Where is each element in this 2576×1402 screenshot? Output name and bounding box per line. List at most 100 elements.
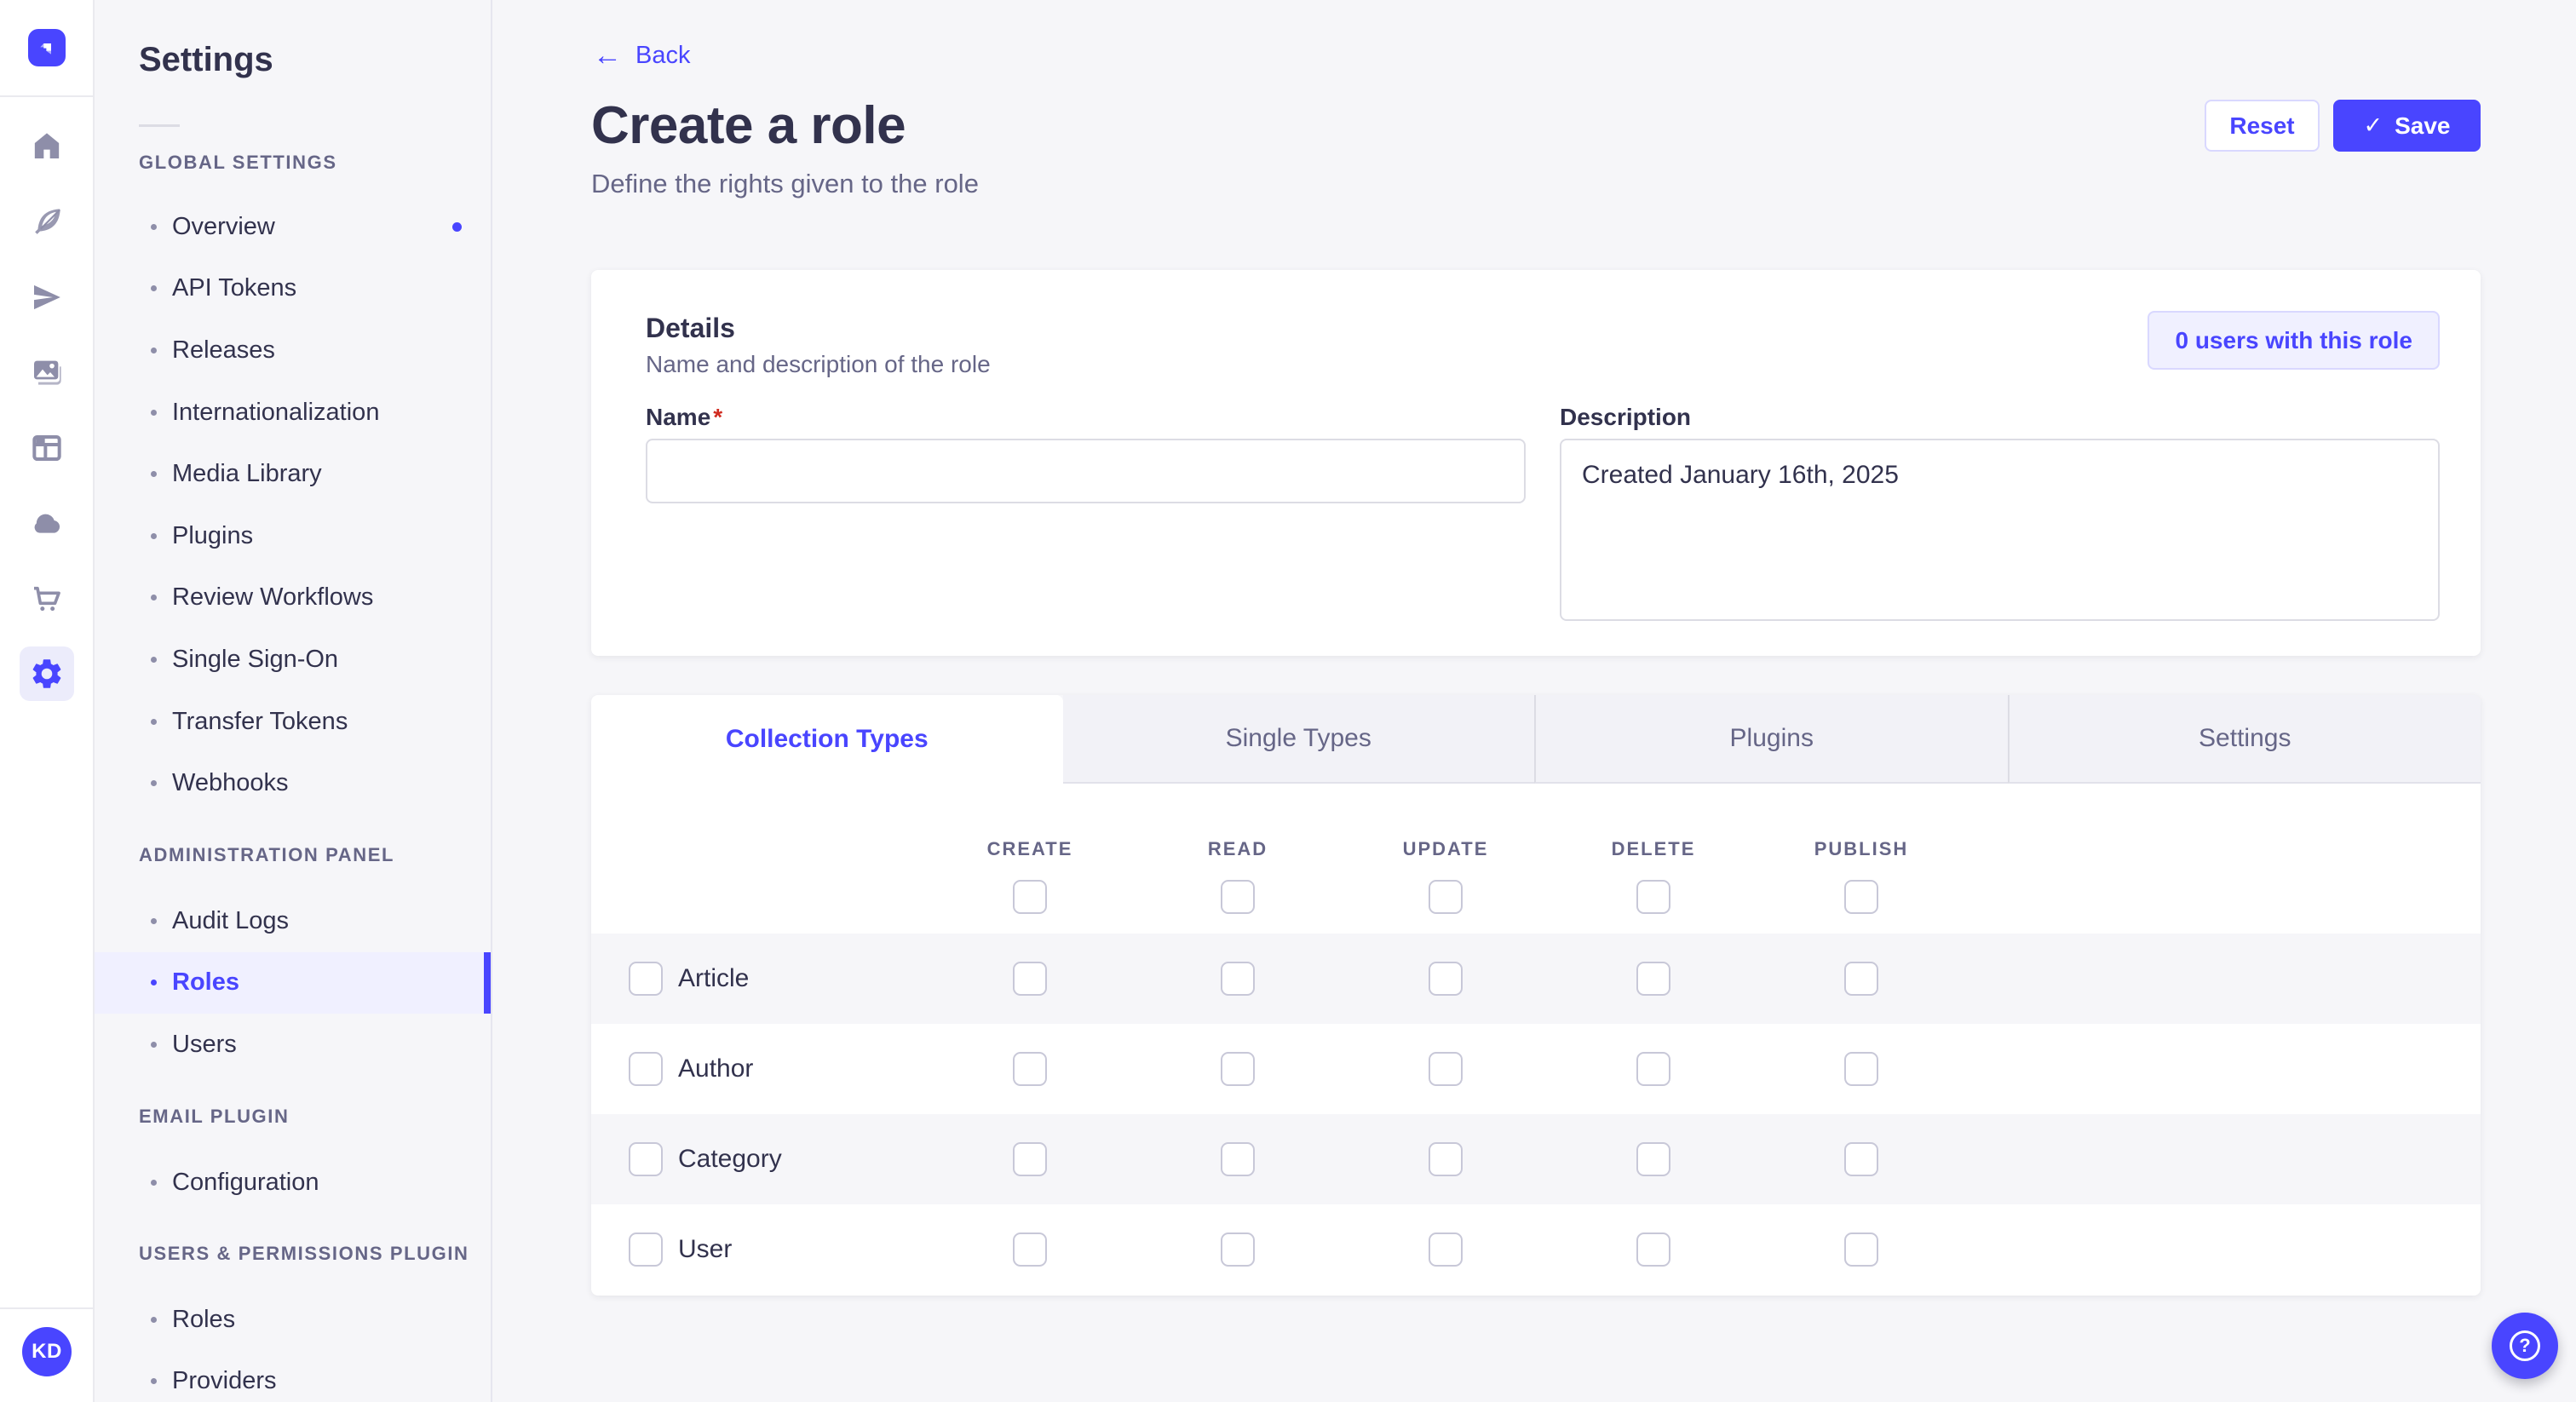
page-subtitle: Define the rights given to the role [591,169,979,198]
checkbox-select-all-read[interactable] [1221,880,1255,914]
sidebar-item-single-sign-on[interactable]: Single Sign-On [95,629,491,691]
bullet-icon [151,780,157,787]
checkbox-select-all-update[interactable] [1429,880,1463,914]
tab-settings[interactable]: Settings [2007,695,2481,784]
sidebar-item-internationalization[interactable]: Internationalization [95,382,491,444]
checkbox-select-row-author[interactable] [629,1052,663,1086]
tab-single-types[interactable]: Single Types [1062,695,1534,784]
section-users-permissions-plugin: USERS & PERMISSIONS PLUGIN Roles Provide… [95,1243,491,1402]
sidebar-item-audit-logs[interactable]: Audit Logs [95,890,491,952]
sidebar-item-users[interactable]: Users [95,1014,491,1076]
checkbox-category-create[interactable] [1013,1142,1047,1176]
sidebar-item-review-workflows[interactable]: Review Workflows [95,567,491,629]
sidebar-item-up-roles[interactable]: Roles [95,1289,491,1351]
section-header: EMAIL PLUGIN [139,1106,290,1127]
reset-button[interactable]: Reset [2205,100,2320,152]
name-field-group: Name * [646,403,1526,625]
sidebar-item-label: Providers [172,1367,277,1395]
paper-plane-icon[interactable] [30,280,64,314]
sidebar-item-label: Roles [172,1305,236,1333]
user-avatar[interactable]: KD [22,1327,72,1376]
sidebar-item-label: Releases [172,336,275,364]
checkbox-article-create[interactable] [1013,962,1047,996]
checkbox-author-read[interactable] [1221,1052,1255,1086]
checkbox-user-update[interactable] [1429,1232,1463,1267]
checkbox-category-update[interactable] [1429,1142,1463,1176]
sidebar-title: Settings [139,41,273,78]
sidebar-item-overview[interactable]: Overview [95,196,491,258]
checkbox-article-read[interactable] [1221,962,1255,996]
checkbox-category-publish[interactable] [1844,1142,1878,1176]
bullet-icon [151,595,157,601]
checkbox-author-delete[interactable] [1636,1052,1670,1086]
sidebar-item-label: Configuration [172,1168,319,1196]
sidebar-item-configuration[interactable]: Configuration [95,1152,491,1214]
checkbox-select-all-publish[interactable] [1844,880,1878,914]
column-header-read: READ [1207,838,1268,859]
checkbox-author-create[interactable] [1013,1052,1047,1086]
checkbox-select-row-article[interactable] [629,962,663,996]
strapi-logo[interactable] [28,29,66,66]
section-header: ADMINISTRATION PANEL [139,844,395,865]
page-title: Create a role [591,96,906,155]
checkbox-user-create[interactable] [1013,1232,1047,1267]
checkbox-select-all-create[interactable] [1013,880,1047,914]
bullet-icon [151,1041,157,1048]
sidebar-item-plugins[interactable]: Plugins [95,505,491,567]
sidebar-item-webhooks[interactable]: Webhooks [95,752,491,814]
sidebar-item-api-tokens[interactable]: API Tokens [95,258,491,320]
sidebar-item-releases[interactable]: Releases [95,319,491,382]
sidebar-item-media-library[interactable]: Media Library [95,443,491,505]
users-with-role-button[interactable]: 0 users with this role [2148,311,2440,370]
sidebar-item-label: API Tokens [172,274,297,302]
checkbox-category-delete[interactable] [1636,1142,1670,1176]
sidebar-item-transfer-tokens[interactable]: Transfer Tokens [95,691,491,753]
checkbox-user-publish[interactable] [1844,1232,1878,1267]
row-label: Author [678,1054,754,1083]
checkbox-select-row-user[interactable] [629,1232,663,1267]
media-library-icon[interactable] [30,355,64,389]
feather-icon[interactable] [30,204,64,238]
table-row-article: Article [591,934,2481,1024]
checkbox-select-row-category[interactable] [629,1142,663,1176]
checkbox-article-delete[interactable] [1636,962,1670,996]
checkbox-author-update[interactable] [1429,1052,1463,1086]
required-asterisk: * [713,404,723,430]
tab-plugins[interactable]: Plugins [1534,695,2008,784]
checkbox-user-read[interactable] [1221,1232,1255,1267]
header-actions: Reset ✓ Save [2205,100,2481,152]
checkbox-category-read[interactable] [1221,1142,1255,1176]
layout-icon[interactable] [30,431,64,465]
save-button[interactable]: ✓ Save [2333,100,2481,152]
section-global-settings: GLOBAL SETTINGS Overview API Tokens Rele… [95,152,491,814]
sidebar-item-providers[interactable]: Providers [95,1351,491,1402]
strapi-logo-mark [40,43,51,55]
checkbox-article-update[interactable] [1429,962,1463,996]
checkbox-article-publish[interactable] [1844,962,1878,996]
row-label: User [678,1235,733,1263]
cloud-icon[interactable] [30,506,64,540]
column-header-publish: PUBLISH [1814,838,1909,859]
home-icon[interactable] [30,129,64,163]
details-title: Details [646,313,735,343]
column-header-update: UPDATE [1402,838,1489,859]
select-all-row [591,860,2481,934]
role-description-textarea[interactable]: Created January 16th, 2025 [1560,439,2440,621]
checkbox-user-delete[interactable] [1636,1232,1670,1267]
back-link[interactable]: ← Back [593,41,690,70]
checkbox-select-all-delete[interactable] [1636,880,1670,914]
role-name-input[interactable] [646,439,1526,503]
bullet-icon [151,1316,157,1323]
back-label: Back [635,41,691,69]
bullet-icon [151,980,157,986]
column-header-delete: DELETE [1611,838,1696,859]
settings-gear-icon[interactable] [20,646,74,701]
help-button[interactable]: ? [2492,1313,2558,1379]
section-header: USERS & PERMISSIONS PLUGIN [139,1243,469,1264]
tab-collection-types[interactable]: Collection Types [591,695,1063,784]
marketplace-cart-icon[interactable] [30,582,64,616]
sidebar-item-roles-active[interactable]: Roles [95,951,491,1014]
sidebar-title-divider [139,124,180,127]
bullet-icon [151,1179,157,1186]
checkbox-author-publish[interactable] [1844,1052,1878,1086]
